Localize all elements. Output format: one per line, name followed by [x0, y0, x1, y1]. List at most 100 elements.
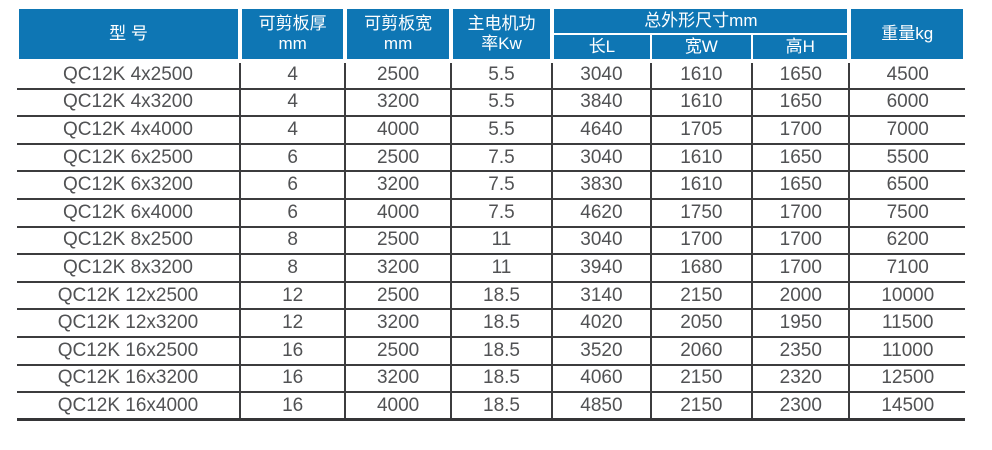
col-header-thickness-line1: 可剪板厚 — [258, 14, 327, 33]
cell-thickness: 8 — [238, 225, 347, 256]
cell-overall-width: 2150 — [649, 363, 754, 394]
col-header-plate-width-line1: 可剪板宽 — [364, 14, 433, 33]
col-header-power-line2: 率Kw — [481, 34, 522, 54]
cell-length: 4850 — [551, 391, 652, 422]
cell-model: QC12K 6x2500 — [17, 142, 241, 173]
spec-table: 型 号 可剪板厚 mm 可剪板宽 mm 主电机功 率Kw 总外形尺寸mm 重量k… — [15, 4, 967, 422]
cell-overall-width: 1680 — [649, 253, 754, 283]
table-row: QC12K 4x4000 4 4000 5.5 4640 1705 1700 7000 — [17, 115, 965, 145]
cell-overall-width: 1750 — [649, 198, 754, 228]
table-row: QC12K 12x3200 12 3200 18.5 4020 2050 1950 11500 — [17, 308, 965, 339]
cell-overall-width: 1610 — [649, 142, 754, 173]
cell-power: 18.5 — [449, 363, 554, 394]
cell-thickness: 16 — [238, 391, 347, 422]
table-row: QC12K 8x3200 8 3200 11 3940 1680 1700 7100 — [17, 253, 965, 283]
cell-model: QC12K 16x3200 — [17, 363, 241, 394]
cell-thickness: 12 — [238, 308, 347, 339]
cell-height: 1950 — [751, 308, 851, 339]
cell-overall-width: 2050 — [649, 308, 754, 339]
cell-power: 18.5 — [449, 336, 554, 366]
cell-weight: 6500 — [848, 170, 965, 201]
cell-model: QC12K 6x3200 — [17, 170, 241, 201]
cell-power: 11 — [449, 253, 554, 283]
cell-model: QC12K 4x4000 — [17, 115, 241, 145]
cell-plate-width: 4000 — [344, 198, 452, 228]
table-row: QC12K 6x4000 6 4000 7.5 4620 1750 1700 7500 — [17, 198, 965, 228]
col-header-plate-width: 可剪板宽 mm — [343, 4, 453, 64]
cell-weight: 11000 — [848, 336, 965, 366]
cell-weight: 6200 — [848, 225, 965, 256]
table-row: QC12K 8x2500 8 2500 11 3040 1700 1700 6200 — [17, 225, 965, 256]
cell-weight: 12500 — [848, 363, 965, 394]
cell-overall-width: 2060 — [649, 336, 754, 366]
cell-weight: 7100 — [848, 253, 965, 283]
cell-length: 4620 — [551, 198, 652, 228]
cell-plate-width: 4000 — [344, 115, 452, 145]
cell-plate-width: 3200 — [344, 363, 452, 394]
cell-overall-width: 1700 — [649, 225, 754, 256]
cell-height: 1700 — [751, 253, 851, 283]
cell-length: 3840 — [551, 87, 652, 118]
cell-thickness: 12 — [238, 280, 347, 311]
table-row: QC12K 4x2500 4 2500 5.5 3040 1610 1650 4500 — [17, 60, 965, 90]
cell-power: 11 — [449, 225, 554, 256]
col-header-height: 高H — [751, 33, 852, 64]
cell-power: 18.5 — [449, 391, 554, 422]
cell-model: QC12K 4x3200 — [17, 87, 241, 118]
cell-power: 18.5 — [449, 280, 554, 311]
cell-height: 2300 — [751, 391, 851, 422]
cell-plate-width: 4000 — [344, 391, 452, 422]
table-row: QC12K 16x2500 16 2500 18.5 3520 2060 2350 11000 — [17, 336, 965, 366]
cell-length: 3140 — [551, 280, 652, 311]
table-row: QC12K 16x4000 16 4000 18.5 4850 2150 2300 14500 — [17, 391, 965, 422]
cell-weight: 7000 — [848, 115, 965, 145]
cell-thickness: 4 — [238, 87, 347, 118]
cell-overall-width: 1610 — [649, 170, 754, 201]
cell-power: 7.5 — [449, 142, 554, 173]
cell-thickness: 6 — [238, 198, 347, 228]
cell-plate-width: 3200 — [344, 87, 452, 118]
cell-thickness: 8 — [238, 253, 347, 283]
col-header-model: 型 号 — [15, 4, 242, 64]
col-header-dimensions-group: 总外形尺寸mm — [550, 4, 852, 36]
cell-length: 3520 — [551, 336, 652, 366]
cell-power: 5.5 — [449, 115, 554, 145]
cell-weight: 7500 — [848, 198, 965, 228]
cell-power: 5.5 — [449, 60, 554, 90]
cell-height: 2320 — [751, 363, 851, 394]
cell-length: 3040 — [551, 225, 652, 256]
cell-plate-width: 2500 — [344, 336, 452, 366]
cell-height: 1650 — [751, 60, 851, 90]
cell-thickness: 4 — [238, 60, 347, 90]
cell-length: 3940 — [551, 253, 652, 283]
cell-power: 7.5 — [449, 198, 554, 228]
spec-table-body: QC12K 4x2500 4 2500 5.5 3040 1610 1650 4500 QC12… — [17, 60, 965, 422]
cell-model: QC12K 12x3200 — [17, 308, 241, 339]
cell-model: QC12K 6x4000 — [17, 198, 241, 228]
cell-overall-width: 1610 — [649, 60, 754, 90]
cell-power: 18.5 — [449, 308, 554, 339]
table-row: QC12K 6x2500 6 2500 7.5 3040 1610 1650 5500 — [17, 142, 965, 173]
cell-model: QC12K 16x2500 — [17, 336, 241, 366]
col-header-weight: 重量kg — [847, 4, 967, 64]
cell-plate-width: 3200 — [344, 308, 452, 339]
cell-model: QC12K 8x2500 — [17, 225, 241, 256]
cell-power: 7.5 — [449, 170, 554, 201]
cell-power: 5.5 — [449, 87, 554, 118]
cell-weight: 5500 — [848, 142, 965, 173]
cell-thickness: 16 — [238, 363, 347, 394]
cell-plate-width: 2500 — [344, 60, 452, 90]
table-row: QC12K 12x2500 12 2500 18.5 3140 2150 2000 10000 — [17, 280, 965, 311]
cell-weight: 11500 — [848, 308, 965, 339]
col-header-length: 长L — [550, 33, 652, 64]
cell-thickness: 4 — [238, 115, 347, 145]
cell-height: 2350 — [751, 336, 851, 366]
cell-weight: 4500 — [848, 60, 965, 90]
cell-plate-width: 2500 — [344, 225, 452, 256]
cell-model: QC12K 8x3200 — [17, 253, 241, 283]
cell-overall-width: 2150 — [649, 391, 754, 422]
col-header-overall-width: 宽W — [649, 33, 754, 64]
cell-height: 1650 — [751, 142, 851, 173]
cell-height: 1700 — [751, 115, 851, 145]
